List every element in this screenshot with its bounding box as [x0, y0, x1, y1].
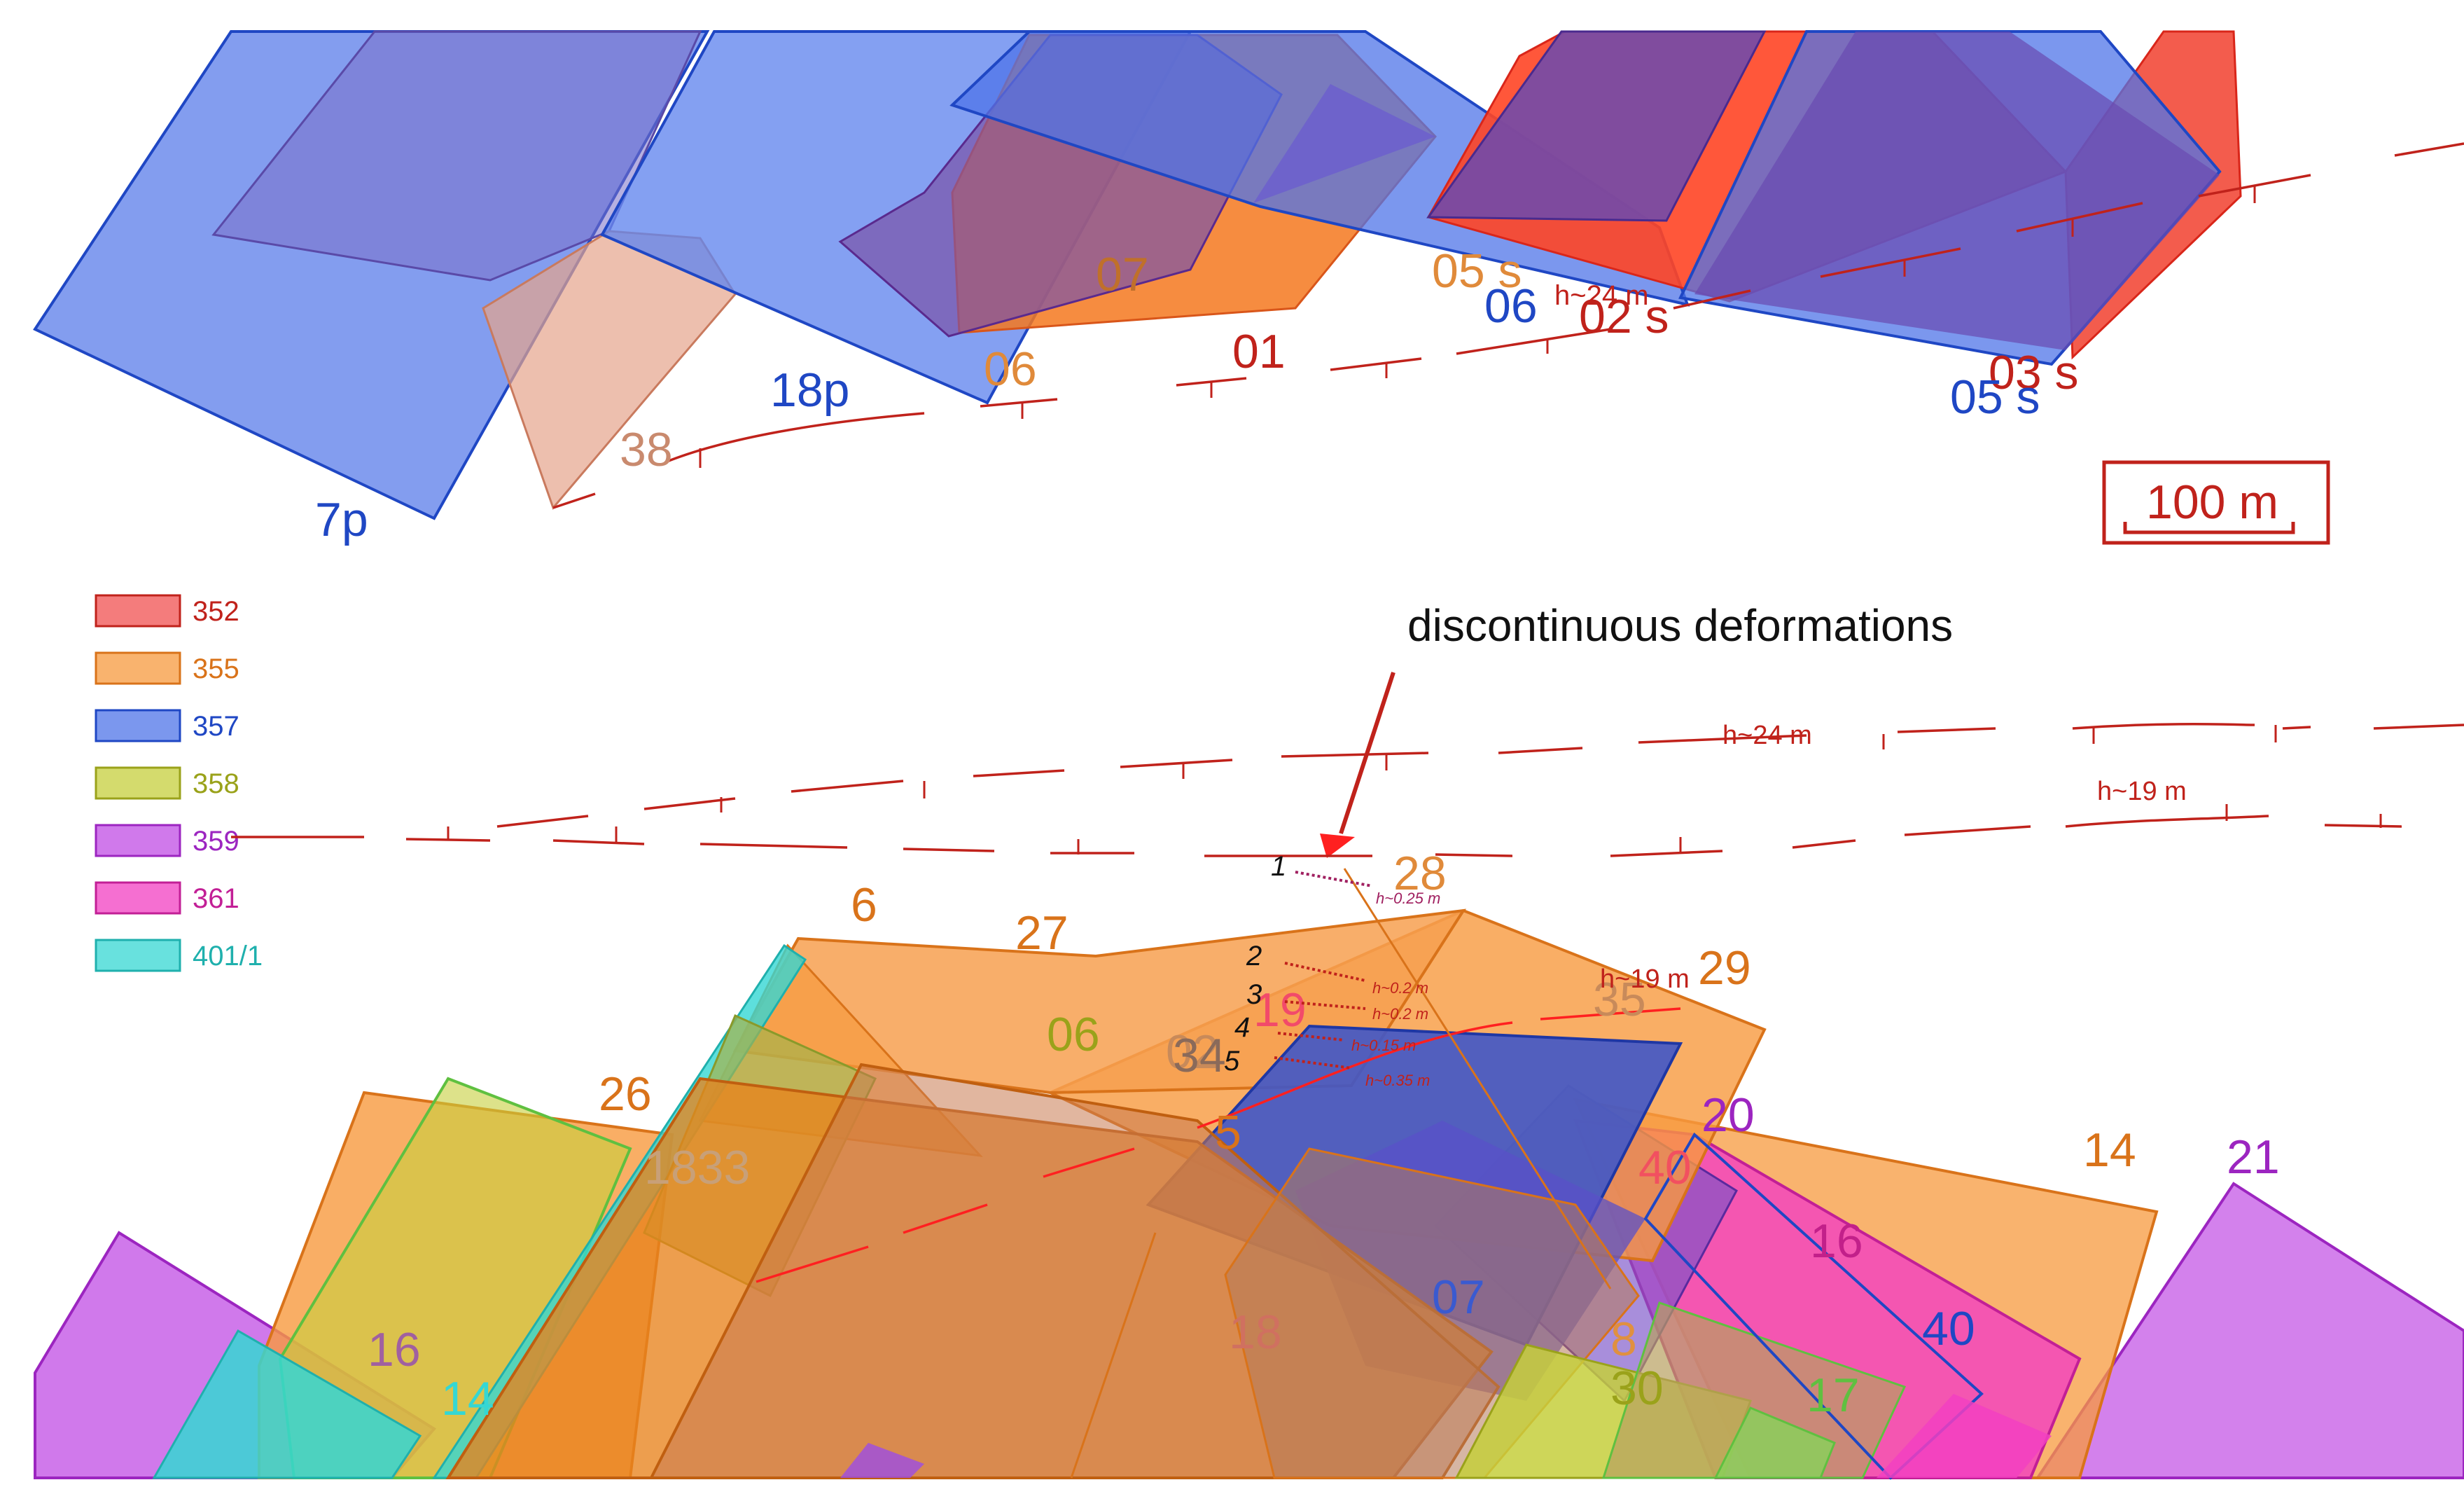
- label-40-b: 40: [1922, 1302, 1975, 1355]
- label-14-left: 14: [441, 1372, 494, 1425]
- legend-swatch-361: [95, 881, 181, 915]
- top-fault-ticks: [699, 186, 2256, 468]
- crack-line-5: [1274, 1056, 1352, 1070]
- cracks: 1 h~0.25 m 2 h~0.2 m 3 h~0.2 m 4 h~0.15 m 5 h~0.3…: [1224, 851, 1440, 1089]
- label-05s-b: 05 s: [1950, 371, 2040, 424]
- top-fault: [552, 142, 2464, 509]
- panel-40-frame: [1643, 1132, 1984, 1480]
- label-16-left: 16: [368, 1323, 421, 1376]
- label-06-bottom: 06: [1047, 1008, 1100, 1061]
- crack-number-4: 4: [1234, 1012, 1250, 1043]
- label-21: 21: [2227, 1130, 2280, 1184]
- label-40-a: 40: [1638, 1141, 1692, 1194]
- label-06-b: 06: [1484, 279, 1538, 333]
- legend-label-355: 355: [193, 653, 239, 684]
- scale-bar-label: 100 m: [2146, 476, 2278, 529]
- top-panel: 7p 18p 38 06 07 01 05 s 06 h~24 m 02 s 0…: [33, 30, 2464, 546]
- crack-height-5: h~0.35 m: [1365, 1072, 1430, 1089]
- label-18: 18: [1229, 1306, 1282, 1359]
- legend-label-401-1: 401/1: [193, 941, 263, 971]
- annotation-label: discontinuous deformations: [1407, 600, 1953, 651]
- label-02-bottom: 02: [1166, 1025, 1219, 1079]
- label-02s: 02 s: [1579, 290, 1669, 343]
- legend-label-361: 361: [193, 883, 239, 914]
- label-05s-a: 05 s: [1432, 244, 1522, 298]
- bottom-fault-through: [756, 1007, 1681, 1283]
- label-6: 6: [851, 878, 877, 932]
- label-38: 38: [620, 423, 673, 476]
- panel-inner-purple: [1253, 84, 1435, 203]
- label-35: 35: [1593, 973, 1646, 1026]
- panel-21: [2035, 1182, 2464, 1479]
- crack-number-5: 5: [1224, 1046, 1240, 1077]
- label-27: 27: [1015, 906, 1069, 960]
- legend-label-358: 358: [193, 768, 239, 799]
- label-5: 5: [1215, 1106, 1241, 1159]
- bottom-panel: 6 27 28 29 26 06 02 34 19 35 1833 20 14 …: [34, 721, 2464, 1480]
- panel-17-small: [1713, 1406, 1836, 1479]
- fault-height-19-b: h~19 m: [1600, 964, 1690, 994]
- legend-label-352: 352: [193, 596, 239, 627]
- label-14-right: 14: [2083, 1123, 2136, 1177]
- legend-swatch-359: [95, 824, 181, 857]
- panel-05s-purple: [1426, 30, 1767, 222]
- crack-line-2: [1284, 962, 1366, 982]
- legend-label-357: 357: [193, 711, 239, 742]
- fault-height-19-a: h~19 m: [2097, 777, 2187, 806]
- label-16-right: 16: [1810, 1215, 1863, 1268]
- crack-height-1: h~0.25 m: [1376, 890, 1440, 907]
- fault-ticks-bottom: [447, 725, 2382, 855]
- legend-swatch-401-1: [95, 939, 181, 972]
- label-26: 26: [599, 1067, 652, 1121]
- label-28: 28: [1393, 847, 1447, 900]
- bottom-fault-upper: [496, 723, 2464, 828]
- annotation-arrowhead: [1320, 834, 1355, 858]
- label-8: 8: [1610, 1313, 1637, 1366]
- crack-height-2: h~0.2 m: [1372, 979, 1428, 997]
- legend-swatch-357: [95, 709, 181, 742]
- panel-magenta-bottom: [1877, 1394, 2052, 1478]
- crack-number-1: 1: [1271, 851, 1286, 882]
- label-01-top: 01: [1232, 325, 1286, 378]
- panel-cyan-left: [152, 1329, 422, 1479]
- label-03s: 03 s: [1989, 346, 2079, 399]
- label-07-top: 07: [1096, 248, 1149, 301]
- fault-height-24: h~24 m: [1722, 721, 1812, 750]
- label-17: 17: [1807, 1369, 1860, 1422]
- label-1833: 1833: [644, 1141, 750, 1194]
- label-18p: 18p: [770, 364, 849, 417]
- crack-number-3: 3: [1246, 979, 1262, 1010]
- label-30: 30: [1610, 1362, 1664, 1415]
- label-19: 19: [1253, 983, 1307, 1037]
- scale-bar: 100 m: [2102, 460, 2330, 545]
- panel-27: [732, 908, 1466, 1095]
- legend: 352 355 357 358 359 361 401/1: [95, 594, 263, 972]
- crack-height-3: h~0.2 m: [1372, 1005, 1428, 1023]
- label-h24-small: h~24 m: [1554, 280, 1649, 311]
- legend-swatch-355: [95, 651, 181, 685]
- panel-7p-inner: [211, 30, 702, 282]
- label-29: 29: [1698, 941, 1751, 995]
- crack-height-4: h~0.15 m: [1351, 1037, 1416, 1054]
- legend-swatch-352: [95, 594, 181, 628]
- legend-swatch-358: [95, 766, 181, 800]
- label-20: 20: [1701, 1088, 1755, 1142]
- panel-05s-purple-2: [1694, 32, 2220, 350]
- crack-line-3: [1284, 1000, 1366, 1010]
- panel-purple-bottom-small: [840, 1443, 924, 1478]
- crack-line-1: [1295, 871, 1373, 887]
- crack-number-2: 2: [1246, 941, 1262, 971]
- label-34: 34: [1173, 1029, 1226, 1082]
- bottom-crack-line: [1070, 868, 1612, 1479]
- label-07-bottom: 07: [1432, 1271, 1485, 1324]
- legend-label-359: 359: [193, 826, 239, 857]
- label-06-top: 06: [984, 343, 1037, 396]
- label-7p: 7p: [315, 493, 368, 546]
- annotation-arrow-shaft: [1339, 672, 1395, 834]
- bottom-fault-lower: [231, 815, 2402, 857]
